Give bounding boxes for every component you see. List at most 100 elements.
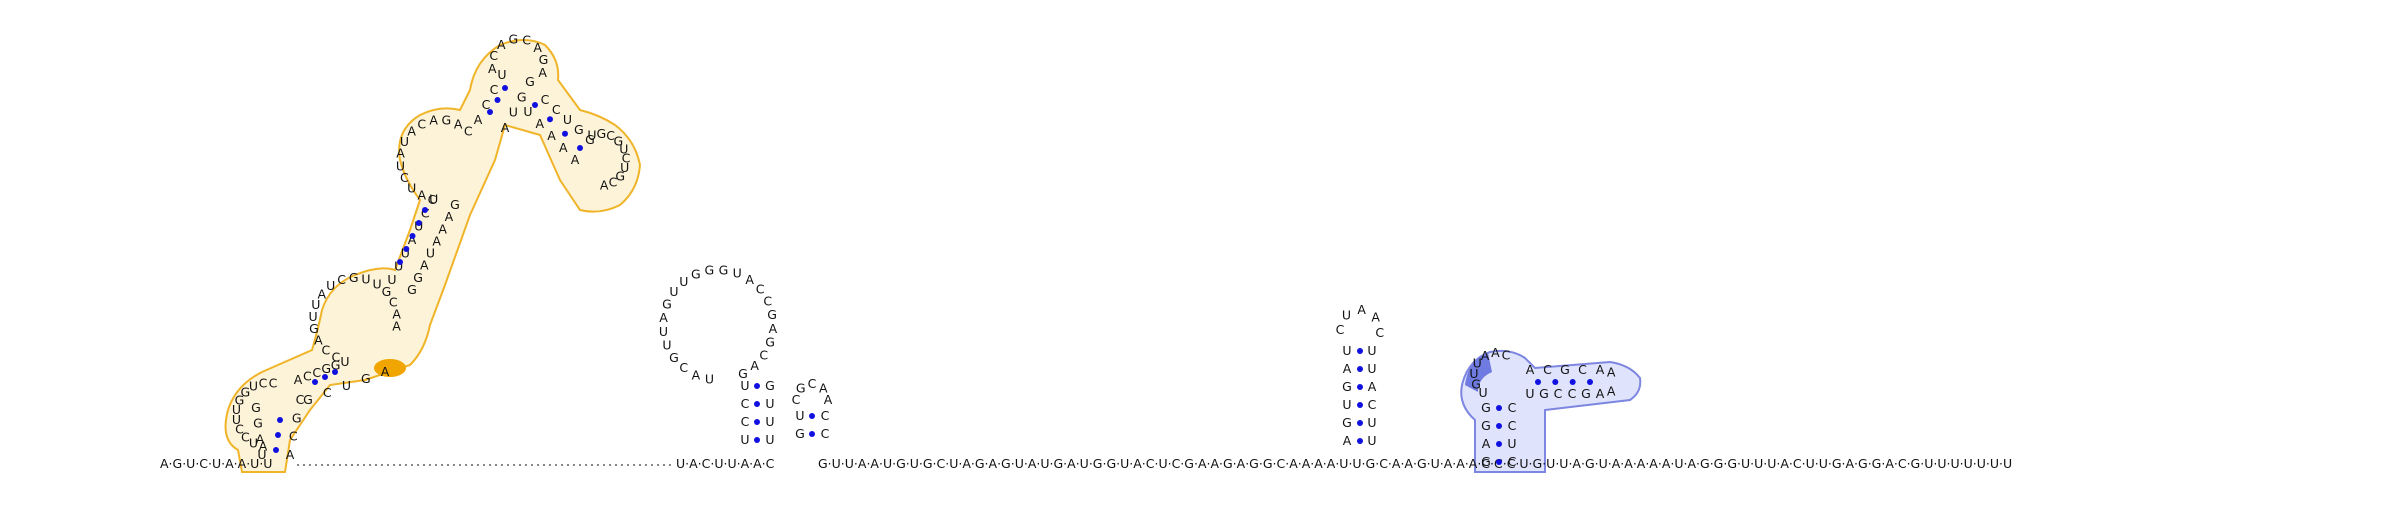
gap-dot xyxy=(315,464,317,466)
gap-dot xyxy=(669,464,671,466)
base-pair-dot xyxy=(409,233,416,239)
yellow-hairpin-top-nt: G xyxy=(509,31,519,46)
gap-dot xyxy=(555,464,557,466)
blue-arm-top-nt: G xyxy=(1560,362,1570,377)
yellow-loop3-nt: A xyxy=(418,188,427,203)
gap-dot xyxy=(489,464,491,466)
right-loop-nt: C xyxy=(1336,322,1345,337)
blue-loop-nt: A xyxy=(1481,348,1490,363)
yellow-loop3-nt: A xyxy=(396,146,405,161)
yellow-loop3-nt: U xyxy=(429,192,438,207)
blue-arm-bottom-nt: G xyxy=(1539,386,1549,401)
middle-loop-nt: G xyxy=(705,263,715,278)
gap-dot xyxy=(579,464,581,466)
base-pair-dot xyxy=(809,413,815,419)
blue-arm-bottom-nt: A xyxy=(1596,386,1605,401)
base-pair-dot xyxy=(1357,402,1363,408)
yellow-loop3-nt: U xyxy=(400,134,409,149)
base-pair-dot xyxy=(1357,348,1363,354)
middle-loop-nt: C xyxy=(679,360,688,375)
gap-dot xyxy=(531,464,533,466)
yellow-loop1-nt: U xyxy=(249,436,258,451)
middle-stem-right-nt: U xyxy=(765,432,774,447)
baseline-mid1-text: U·A·C·U·U·A·A·C xyxy=(676,456,775,471)
gap-dot xyxy=(375,464,377,466)
middle-loop-nt: C xyxy=(759,347,768,362)
blue-arm-bottom-nt: U xyxy=(1525,386,1534,401)
baseline: A·G·U·C·U·A·A·U·U U·A·C·U·U·A·A·C G·U·U·… xyxy=(160,456,2012,471)
gap-dot xyxy=(417,464,419,466)
yellow-loop1-nt: U xyxy=(232,402,241,417)
base-pair-dot xyxy=(1496,405,1502,411)
yellow-loop3-nt: A xyxy=(429,113,438,128)
small-loop-nt: A xyxy=(824,392,833,407)
gap-dot xyxy=(501,464,503,466)
base-pair-dot xyxy=(1357,438,1363,444)
base-pair-dot xyxy=(1357,420,1363,426)
yellow-loop2-nt: U xyxy=(309,309,318,324)
yellow-stem3-nt: A xyxy=(438,221,447,236)
gap-dot xyxy=(657,464,659,466)
middle-stem-left-nt: C xyxy=(741,414,750,429)
small-stem-right-nt: C xyxy=(821,408,830,423)
blue-tip-nt: A xyxy=(1607,384,1616,399)
yellow-stem-nt: G xyxy=(292,410,302,425)
yellow-rightarm-nt: U xyxy=(563,112,572,127)
yellow-stem2-nt: A xyxy=(294,372,303,387)
yellow-stem2-nt: G xyxy=(303,392,313,407)
yellow-stem4-nt: U xyxy=(509,105,518,120)
yellow-rightarm-nt: A xyxy=(559,140,568,155)
right-stem-left-nt: A xyxy=(1343,433,1352,448)
blue-stem-right-nt: U xyxy=(1507,436,1516,451)
blue-stem-right-nt: C xyxy=(1508,454,1517,469)
base-pair-dot xyxy=(754,437,760,443)
base-pair-dot xyxy=(312,379,318,385)
yellow-stem2-nt: A xyxy=(381,364,390,379)
gap-dot xyxy=(357,464,359,466)
gap-dot xyxy=(351,464,353,466)
yellow-stem3-nt: G xyxy=(413,270,423,285)
yellow-stem4-nt: A xyxy=(474,112,483,127)
yellow-stem2-nt: C xyxy=(323,385,332,400)
yellow-right-hairpin-nt: A xyxy=(600,178,609,193)
small-stem-left-nt: G xyxy=(795,426,805,441)
blue-stem-left-nt: A xyxy=(1482,436,1491,451)
right-stem-right-nt: U xyxy=(1367,415,1376,430)
gap-dot xyxy=(369,464,371,466)
base-pair-dot xyxy=(502,85,508,91)
yellow-hairpin-top-nt: G xyxy=(539,52,549,67)
yellow-right-hairpin-nt: C xyxy=(606,128,615,143)
yellow-loop2-nt: A xyxy=(314,333,323,348)
base-pair-dot xyxy=(754,401,760,407)
yellow-rightarm-nt: A xyxy=(547,128,556,143)
gap-dot xyxy=(615,464,617,466)
gap-dot xyxy=(543,464,545,466)
yellow-loop3-nt: A xyxy=(454,116,463,131)
yellow-loop3-nt: G xyxy=(441,113,451,128)
middle-loop-nt: A xyxy=(659,310,668,325)
yellow-loop3-nt: C xyxy=(400,170,409,185)
yellow-stem-nt: A xyxy=(286,447,295,462)
yellow-loop2-nt: C xyxy=(332,349,341,364)
gap-dot xyxy=(591,464,593,466)
base-pair-dot xyxy=(754,383,760,389)
yellow-stem-nt: G xyxy=(253,416,263,431)
yellow-loop1-nt: G xyxy=(235,393,245,408)
yellow-stem-nt: U xyxy=(257,447,266,462)
blue-stem-left-nt: G xyxy=(1481,454,1491,469)
middle-loop-nt: A xyxy=(750,358,759,373)
gap-dot xyxy=(627,464,629,466)
right-loop-nt: U xyxy=(1342,307,1351,322)
yellow-loop3-nt: U xyxy=(407,180,416,195)
middle-loop-nt: C xyxy=(763,293,772,308)
gap-dot xyxy=(603,464,605,466)
yellow-hairpin-top-nt: A xyxy=(488,61,497,76)
yellow-stem4-nt: G xyxy=(517,89,527,104)
middle-stem-right-nt: U xyxy=(765,396,774,411)
right-stem-right-nt: A xyxy=(1368,379,1377,394)
blue-arm-bottom-nt: C xyxy=(1568,386,1577,401)
yellow-highlight xyxy=(374,359,406,377)
gap-dot xyxy=(519,464,521,466)
right-stem-left-nt: U xyxy=(1342,343,1351,358)
yellow-loop3-nt: U xyxy=(396,158,405,173)
